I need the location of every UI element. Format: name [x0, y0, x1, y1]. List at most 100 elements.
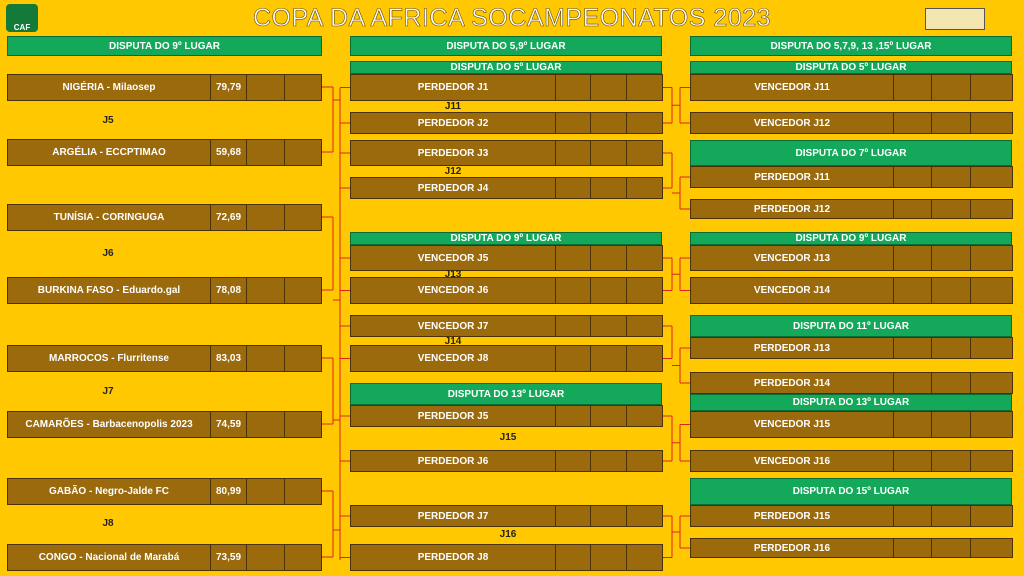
empty-cell [626, 505, 663, 527]
slot-name: PERDEDOR J4 [350, 177, 556, 199]
empty-cell [626, 74, 663, 101]
empty-cell [893, 538, 932, 558]
slot-name: PERDEDOR J15 [690, 505, 894, 527]
column-header: DISPUTA DO 9º LUGAR [7, 36, 322, 56]
team-score: 72,69 [210, 204, 247, 231]
section-header: DISPUTA DO 5º LUGAR [690, 61, 1012, 74]
empty-cell [590, 245, 627, 271]
team-score: 83,03 [210, 345, 247, 372]
empty-cell [626, 140, 663, 166]
empty-cell [555, 544, 591, 571]
slot-name: PERDEDOR J14 [690, 372, 894, 394]
empty-cell [590, 450, 627, 472]
game-label: J11 [444, 100, 462, 112]
slot-name: PERDEDOR J16 [690, 538, 894, 558]
slot-name: PERDEDOR J5 [350, 405, 556, 427]
slot-name: PERDEDOR J7 [350, 505, 556, 527]
empty-cell [970, 277, 1013, 304]
empty-cell [970, 199, 1013, 219]
slot-name: PERDEDOR J2 [350, 112, 556, 134]
team-name: MARROCOS - Flurritense [7, 345, 211, 372]
empty-cell [931, 337, 971, 359]
empty-cell [246, 277, 285, 304]
empty-cell [970, 505, 1013, 527]
empty-cell [931, 505, 971, 527]
logo: CAF [6, 4, 38, 32]
slot-name: VENCEDOR J12 [690, 112, 894, 134]
game-label: J6 [102, 247, 114, 259]
team-score: 59,68 [210, 139, 247, 166]
empty-cell [970, 337, 1013, 359]
empty-cell [970, 245, 1013, 271]
game-label: J12 [444, 165, 462, 177]
section-header: DISPUTA DO 5º LUGAR [350, 61, 662, 74]
empty-cell [970, 74, 1013, 101]
slot-name: VENCEDOR J6 [350, 277, 556, 304]
column-header: DISPUTA DO 5,9º LUGAR [350, 36, 662, 56]
empty-cell [970, 450, 1013, 472]
empty-cell [555, 450, 591, 472]
empty-cell [931, 277, 971, 304]
empty-cell [931, 199, 971, 219]
empty-cell [893, 277, 932, 304]
game-label: J14 [444, 335, 462, 347]
empty-cell [970, 538, 1013, 558]
empty-cell [246, 204, 285, 231]
empty-cell [931, 112, 971, 134]
empty-cell [590, 177, 627, 199]
empty-cell [555, 315, 591, 337]
empty-cell [893, 411, 932, 438]
empty-cell [590, 74, 627, 101]
team-score: 78,08 [210, 277, 247, 304]
empty-cell [555, 74, 591, 101]
empty-cell [246, 478, 285, 505]
empty-cell [893, 450, 932, 472]
slot-name: PERDEDOR J12 [690, 199, 894, 219]
empty-cell [893, 74, 932, 101]
empty-cell [590, 505, 627, 527]
game-label: J13 [444, 268, 462, 280]
game-label: J8 [102, 517, 114, 529]
empty-cell [970, 112, 1013, 134]
empty-cell [246, 139, 285, 166]
team-name: CAMARÕES - Barbacenopolis 2023 [7, 411, 211, 438]
team-name: TUNÍSIA - CORINGUGA [7, 204, 211, 231]
empty-cell [970, 166, 1013, 188]
empty-cell [555, 505, 591, 527]
empty-cell [626, 177, 663, 199]
empty-cell [555, 345, 591, 372]
empty-cell [590, 277, 627, 304]
empty-cell [590, 140, 627, 166]
empty-cell [970, 411, 1013, 438]
empty-cell [626, 245, 663, 271]
game-label: J15 [499, 431, 517, 443]
empty-cell [970, 372, 1013, 394]
empty-cell [893, 199, 932, 219]
empty-cell [893, 337, 932, 359]
empty-cell [590, 345, 627, 372]
empty-cell [284, 74, 322, 101]
empty-cell [284, 204, 322, 231]
empty-cell [555, 245, 591, 271]
team-score: 73,59 [210, 544, 247, 571]
section-header: DISPUTA DO 9º LUGAR [690, 232, 1012, 245]
game-label: J16 [499, 528, 517, 540]
empty-cell [893, 245, 932, 271]
empty-cell [284, 345, 322, 372]
empty-cell [931, 450, 971, 472]
team-name: NIGÉRIA - Milaosep [7, 74, 211, 101]
empty-cell [555, 177, 591, 199]
empty-cell [626, 450, 663, 472]
empty-cell [590, 544, 627, 571]
empty-cell [626, 277, 663, 304]
empty-cell [931, 166, 971, 188]
section-header: DISPUTA DO 13º LUGAR [690, 394, 1012, 411]
slot-name: PERDEDOR J1 [350, 74, 556, 101]
slot-name: VENCEDOR J15 [690, 411, 894, 438]
section-header: DISPUTA DO 11º LUGAR [690, 315, 1012, 337]
empty-cell [590, 405, 627, 427]
empty-cell [555, 140, 591, 166]
slot-name: VENCEDOR J14 [690, 277, 894, 304]
